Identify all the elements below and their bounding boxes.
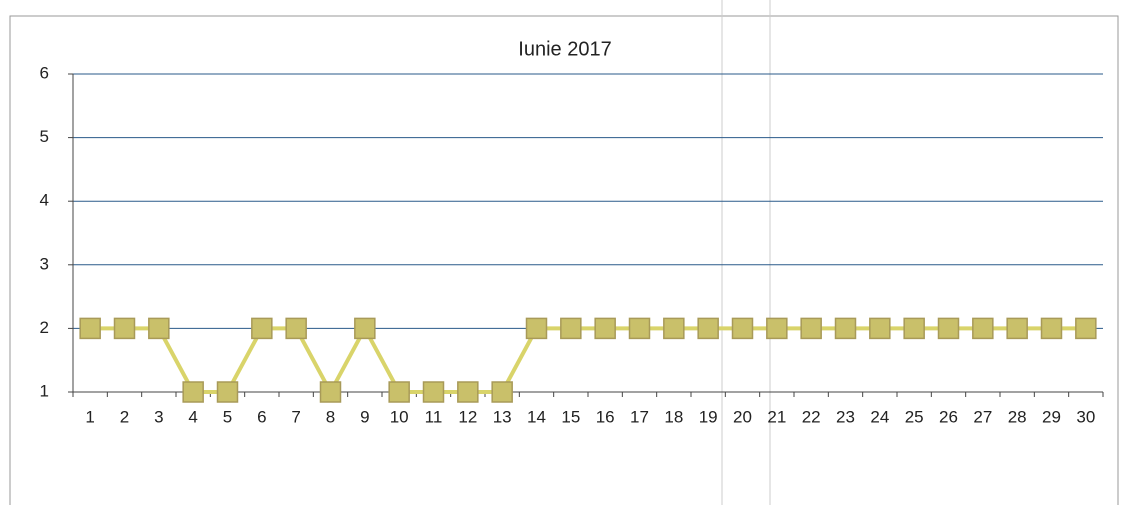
marker bbox=[319, 381, 342, 403]
y-tick-label: 2 bbox=[40, 318, 49, 337]
x-tick-label: 1 bbox=[85, 407, 94, 426]
x-tick-label: 20 bbox=[733, 407, 752, 426]
x-tick-label: 4 bbox=[188, 407, 197, 426]
marker bbox=[731, 317, 754, 340]
y-tick-label: 6 bbox=[40, 63, 49, 82]
marker bbox=[113, 317, 136, 340]
marker bbox=[79, 317, 101, 340]
marker bbox=[251, 317, 273, 340]
y-tick-label: 4 bbox=[40, 191, 49, 210]
marker bbox=[354, 317, 376, 340]
marker bbox=[388, 381, 410, 403]
x-tick-label: 8 bbox=[326, 407, 335, 426]
x-tick-label: 29 bbox=[1042, 407, 1061, 426]
x-tick-label: 16 bbox=[596, 407, 615, 426]
marker bbox=[766, 317, 788, 340]
x-tick-label: 10 bbox=[390, 407, 409, 426]
marker bbox=[972, 317, 994, 340]
x-tick-label: 27 bbox=[973, 407, 992, 426]
y-tick-label: 3 bbox=[40, 254, 49, 273]
x-tick-label: 13 bbox=[493, 407, 512, 426]
marker bbox=[663, 317, 685, 340]
x-tick-label: 17 bbox=[630, 407, 649, 426]
marker bbox=[937, 317, 960, 340]
marker bbox=[1075, 317, 1097, 340]
marker bbox=[594, 317, 616, 340]
marker bbox=[491, 381, 513, 403]
chart-frame bbox=[9, 15, 1119, 505]
x-tick-label: 25 bbox=[905, 407, 924, 426]
marker bbox=[869, 317, 891, 340]
x-tick-label: 11 bbox=[425, 407, 443, 426]
x-tick-label: 19 bbox=[699, 407, 718, 426]
marker bbox=[182, 381, 204, 403]
marker bbox=[422, 381, 445, 403]
marker bbox=[834, 317, 857, 340]
x-tick-label: 21 bbox=[767, 407, 786, 426]
x-tick-label: 24 bbox=[870, 407, 889, 426]
x-tick-label: 6 bbox=[257, 407, 266, 426]
x-tick-label: 22 bbox=[802, 407, 821, 426]
marker bbox=[1040, 317, 1063, 340]
x-tick-label: 28 bbox=[1008, 407, 1027, 426]
marker bbox=[457, 381, 479, 403]
chart-title: Iunie 2017 bbox=[518, 38, 611, 60]
x-tick-label: 14 bbox=[527, 407, 546, 426]
marker bbox=[560, 317, 582, 340]
x-tick-label: 23 bbox=[836, 407, 855, 426]
marker bbox=[525, 317, 548, 340]
marker bbox=[1006, 317, 1028, 340]
marker bbox=[697, 317, 719, 340]
x-tick-label: 3 bbox=[154, 407, 163, 426]
x-tick-label: 5 bbox=[223, 407, 232, 426]
x-tick-label: 18 bbox=[664, 407, 683, 426]
x-tick-label: 15 bbox=[561, 407, 580, 426]
x-tick-label: 7 bbox=[291, 407, 300, 426]
x-tick-label: 2 bbox=[120, 407, 129, 426]
y-tick-label: 1 bbox=[40, 381, 49, 400]
y-tick-label: 5 bbox=[40, 127, 49, 146]
x-tick-label: 9 bbox=[360, 407, 369, 426]
marker bbox=[216, 381, 239, 403]
marker bbox=[800, 317, 822, 340]
marker bbox=[628, 317, 651, 340]
marker bbox=[285, 317, 307, 340]
x-tick-label: 30 bbox=[1076, 407, 1095, 426]
marker bbox=[148, 317, 170, 340]
x-tick-label: 26 bbox=[939, 407, 958, 426]
x-tick-label: 12 bbox=[458, 407, 477, 426]
marker bbox=[903, 317, 925, 340]
